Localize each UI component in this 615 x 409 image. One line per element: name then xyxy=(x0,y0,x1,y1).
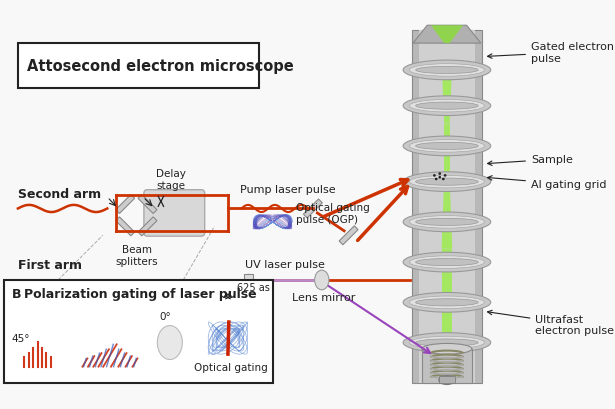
Text: Al gating grid: Al gating grid xyxy=(488,176,606,190)
Text: 45°: 45° xyxy=(12,333,30,343)
Bar xyxy=(244,274,253,287)
Ellipse shape xyxy=(403,97,491,116)
Ellipse shape xyxy=(416,339,478,346)
Ellipse shape xyxy=(410,216,485,229)
Ellipse shape xyxy=(410,337,485,349)
Text: Sample: Sample xyxy=(488,155,573,166)
Ellipse shape xyxy=(410,176,485,189)
Ellipse shape xyxy=(410,100,485,112)
Ellipse shape xyxy=(416,143,478,150)
Bar xyxy=(18,44,259,89)
Text: Optical gating
pulse (OGP): Optical gating pulse (OGP) xyxy=(296,202,370,224)
Ellipse shape xyxy=(439,376,455,384)
Ellipse shape xyxy=(444,175,446,178)
Polygon shape xyxy=(138,217,157,236)
Ellipse shape xyxy=(403,213,491,232)
Text: Ultrafast
electron pulse: Ultrafast electron pulse xyxy=(488,310,614,336)
Polygon shape xyxy=(116,195,135,214)
Text: First arm: First arm xyxy=(18,258,82,272)
Ellipse shape xyxy=(403,333,491,353)
Polygon shape xyxy=(303,200,322,218)
Ellipse shape xyxy=(410,140,485,153)
Ellipse shape xyxy=(416,67,478,74)
Ellipse shape xyxy=(442,178,445,181)
Ellipse shape xyxy=(315,270,329,290)
Polygon shape xyxy=(442,62,452,124)
Ellipse shape xyxy=(438,173,441,175)
Polygon shape xyxy=(431,26,463,44)
Text: 625 as: 625 as xyxy=(237,283,270,293)
Bar xyxy=(419,31,475,383)
Polygon shape xyxy=(413,26,481,44)
Ellipse shape xyxy=(403,137,491,156)
Bar xyxy=(422,349,472,383)
Bar xyxy=(4,280,272,383)
Ellipse shape xyxy=(403,61,491,81)
Text: Polarization gating of laser pulse: Polarization gating of laser pulse xyxy=(24,288,256,300)
Text: SHG: SHG xyxy=(236,289,261,299)
Ellipse shape xyxy=(410,256,485,269)
Polygon shape xyxy=(138,195,157,214)
Text: Delay
stage: Delay stage xyxy=(156,169,186,190)
FancyBboxPatch shape xyxy=(144,190,205,236)
Text: B: B xyxy=(12,288,21,300)
Ellipse shape xyxy=(410,297,485,309)
Text: Lens mirror: Lens mirror xyxy=(292,293,355,303)
Bar xyxy=(412,31,482,383)
Text: Optical gating: Optical gating xyxy=(194,362,268,372)
Ellipse shape xyxy=(416,179,478,186)
Ellipse shape xyxy=(403,253,491,272)
Text: 0°: 0° xyxy=(159,311,171,321)
Polygon shape xyxy=(442,178,452,249)
Text: Pump laser pulse: Pump laser pulse xyxy=(240,185,335,195)
Ellipse shape xyxy=(410,65,485,77)
Ellipse shape xyxy=(416,219,478,226)
Ellipse shape xyxy=(435,178,437,181)
Ellipse shape xyxy=(422,344,472,354)
Text: Attosecond electron microscope: Attosecond electron microscope xyxy=(27,59,293,74)
Text: Second arm: Second arm xyxy=(18,187,101,200)
Ellipse shape xyxy=(416,103,478,110)
Bar xyxy=(442,249,452,356)
Ellipse shape xyxy=(416,259,478,266)
Text: Beam
splitters: Beam splitters xyxy=(116,245,158,266)
Ellipse shape xyxy=(403,293,491,312)
Text: Gated electron
pulse: Gated electron pulse xyxy=(488,42,614,64)
Bar xyxy=(444,124,450,178)
Ellipse shape xyxy=(438,176,441,179)
Ellipse shape xyxy=(157,326,182,360)
Ellipse shape xyxy=(416,299,478,306)
Ellipse shape xyxy=(433,175,436,178)
Polygon shape xyxy=(339,226,358,245)
Ellipse shape xyxy=(403,173,491,192)
Bar xyxy=(439,376,455,383)
Polygon shape xyxy=(116,217,135,236)
Text: UV laser pulse: UV laser pulse xyxy=(245,260,325,270)
